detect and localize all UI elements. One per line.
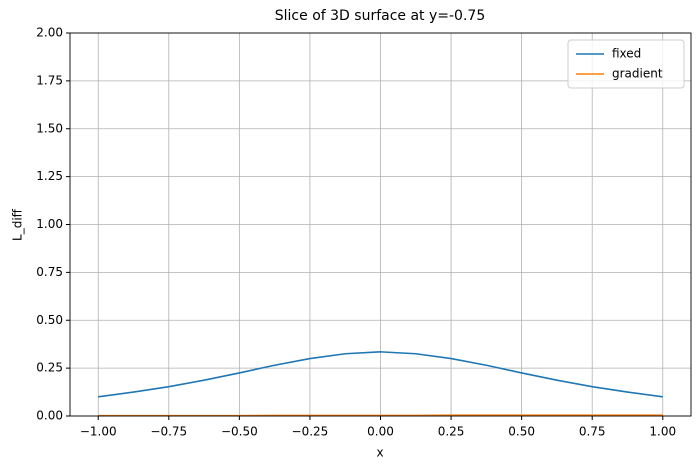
x-tick-label: 0.75: [579, 425, 606, 439]
legend-label: gradient: [612, 67, 663, 81]
plot-frame: [69, 32, 692, 417]
x-tick-label: −0.25: [292, 425, 329, 439]
x-tick-label: −0.75: [150, 425, 187, 439]
y-tick-label: 1.75: [36, 73, 63, 87]
x-tick-label: −0.50: [221, 425, 258, 439]
y-tick-label: 2.00: [36, 26, 63, 40]
data-line: [98, 351, 663, 398]
y-tick-label: 1.50: [36, 121, 63, 135]
legend: fixed gradient: [567, 39, 685, 89]
legend-label: fixed: [612, 47, 641, 61]
y-tick-label: 0.75: [36, 265, 63, 279]
chart-title: Slice of 3D surface at y=-0.75: [275, 8, 485, 24]
y-tick-label: 0.00: [36, 409, 63, 423]
y-axis-label: L_diff: [11, 208, 25, 241]
y-tick-label: 0.50: [36, 313, 63, 327]
y-tick-label: 1.25: [36, 169, 63, 183]
x-axis-label: x: [376, 446, 383, 460]
y-tick-label: 0.25: [36, 361, 63, 375]
x-tick-label: −1.00: [80, 425, 117, 439]
x-tick-label: 0.00: [367, 425, 394, 439]
y-tick-label: 1.00: [36, 217, 63, 231]
legend-box: [567, 39, 685, 89]
x-tick-label: 1.00: [649, 425, 676, 439]
x-tick-label: 0.25: [438, 425, 465, 439]
x-tick-label: 0.50: [508, 425, 535, 439]
